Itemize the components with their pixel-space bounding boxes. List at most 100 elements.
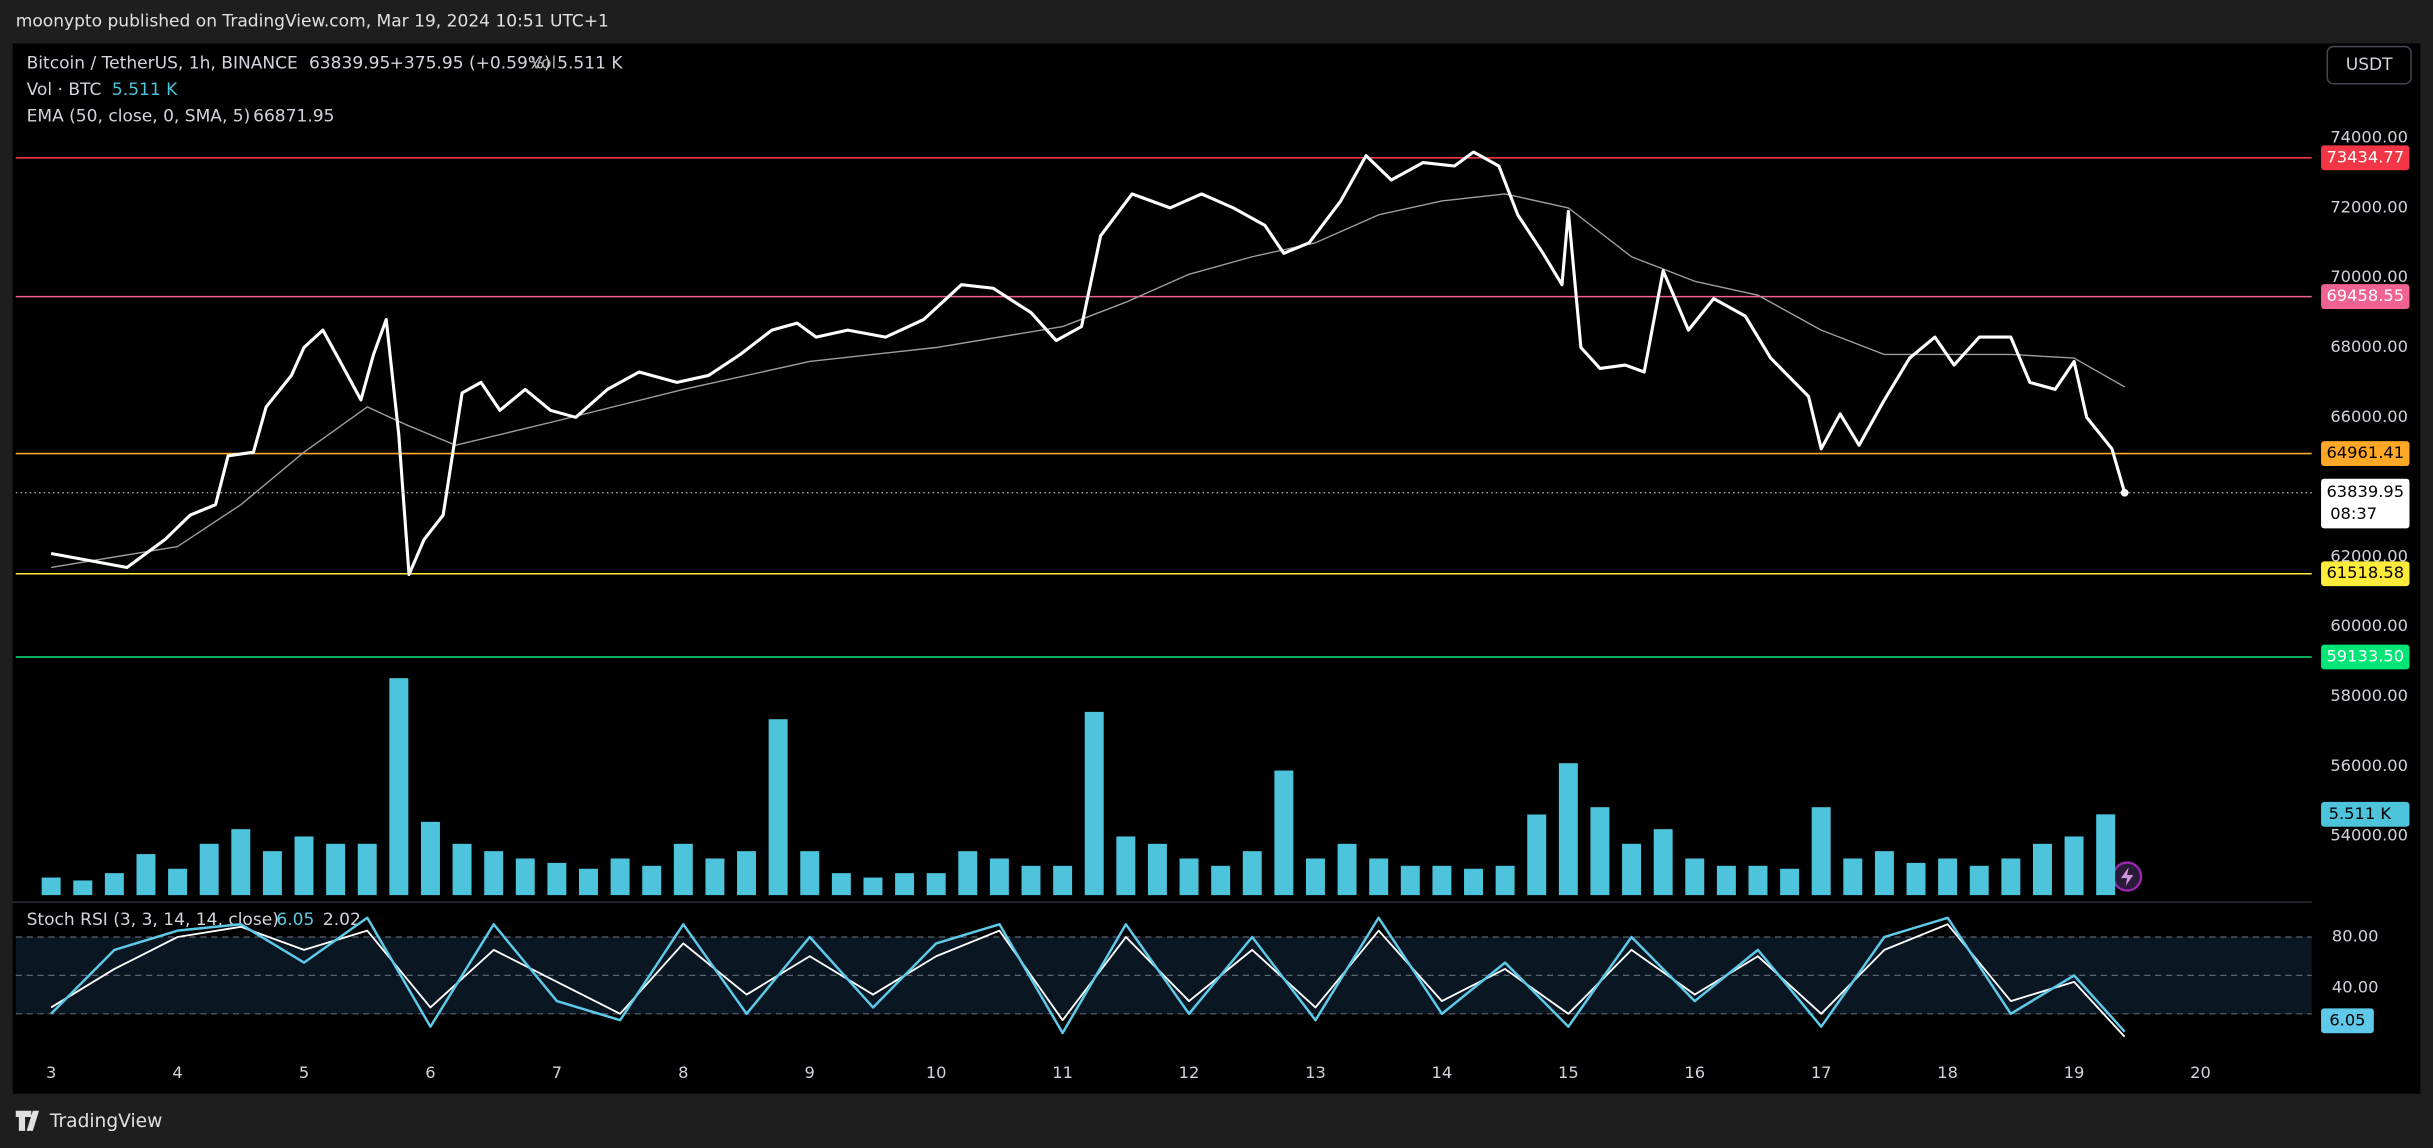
volume-bar [515,858,535,896]
level-label-box [2321,644,2410,670]
volume-bar [1843,858,1863,896]
y-tick-label: 66000.00 [2330,407,2408,426]
y-tick-label: 54000.00 [2330,826,2408,845]
volume-bar [1748,865,1768,896]
volume-bar [1938,858,1958,896]
volume-label-box [2321,801,2410,827]
y-tick-label: 56000.00 [2330,756,2408,775]
volume-bar [800,851,820,896]
y-tick-label: 70000.00 [2330,267,2408,286]
volume-bar [1685,858,1705,896]
volume-label: 5.511 K [2329,804,2393,823]
volume-bar [1242,851,1262,896]
volume-bar [1432,865,1452,896]
x-tick-label: 7 [552,1063,562,1082]
level-label: 69458.55 [2326,286,2404,305]
level-label-box [2321,561,2410,587]
x-tick-label: 13 [1305,1063,1326,1082]
volume-bar [610,858,630,896]
volume-bar [73,880,93,896]
x-tick-label: 14 [1432,1063,1453,1082]
level-label: 61518.58 [2326,563,2404,582]
volume-bar [294,836,314,896]
volume-bar [1369,858,1389,896]
x-tick-label: 4 [172,1063,182,1082]
legend-ema: EMA (50, close, 0, SMA, 5) [27,106,251,126]
brand-logo [15,1110,40,1131]
volume-bar [2096,814,2116,896]
volume-bar [1211,865,1231,896]
level-label: 64961.41 [2326,443,2404,462]
volume-bar [357,843,377,896]
volume-bar [1147,843,1167,896]
stoch-label: 6.05 [2329,1010,2365,1029]
x-tick-label: 15 [1558,1063,1579,1082]
currency[interactable]: USDT [2346,55,2393,75]
volume-bar [168,868,188,896]
volume-bar [547,862,567,896]
legend-change: +375.95 (+0.59%) [390,54,551,74]
volume-bar [1021,865,1041,896]
volume-bar [989,858,1009,896]
volume-bar [231,829,251,896]
volume-bar [452,843,472,896]
volume-bar [389,678,409,896]
volume-bar [1179,858,1199,896]
ema-line [51,193,2126,569]
legend-price: 63839.95 [309,54,390,74]
stoch-tick-label: 80.00 [2332,927,2379,946]
current-price-box [2321,478,2410,529]
volume-bar [831,873,851,896]
x-tick-label: 18 [1937,1063,1958,1082]
volume-bar [41,877,61,896]
volume-bar [484,851,504,896]
volume-bar [1716,865,1736,896]
y-tick-label: 72000.00 [2330,197,2408,216]
level-label: 73434.77 [2326,147,2404,166]
x-tick-label: 8 [678,1063,688,1082]
x-tick-label: 19 [2064,1063,2085,1082]
volume-bar [199,843,219,896]
volume-bar [136,854,156,896]
volume-bar [1590,807,1610,896]
level-label: 59133.50 [2326,646,2404,665]
volume-bar [958,851,978,896]
volume-bar [2064,836,2084,896]
y-tick-label: 60000.00 [2330,616,2408,635]
volume-bar [1274,770,1294,896]
volume-bar [2001,858,2021,896]
brand: TradingView [49,1111,162,1132]
volume-bar [1495,865,1515,896]
volume-bar [1811,807,1831,896]
volume-bar [1969,865,1989,896]
volume-bar [1337,843,1357,896]
header: moonypto published on TradingView.com, M… [16,12,609,32]
pane-separator [12,901,2312,903]
legend-vol: Vol [531,54,557,74]
x-tick-label: 3 [46,1063,56,1082]
x-tick-label: 20 [2190,1063,2211,1082]
volume-bar [642,865,662,896]
level-label-box [2321,145,2410,171]
currency-button[interactable] [2326,45,2412,85]
legend-ema-value: 66871.95 [253,106,334,126]
volume-bar [768,719,788,896]
volume-bar [1305,858,1325,896]
volume-bar [1874,851,1894,896]
legend-stoch-k: 6.05 [276,910,314,930]
volume-bar [926,873,946,896]
x-tick-label: 6 [425,1063,435,1082]
volume-bar [104,873,124,896]
stoch-label-box [2321,1008,2374,1034]
y-tick-label: 62000.00 [2330,546,2408,565]
level-label-box [2321,441,2410,466]
volume-bar [673,843,693,896]
y-tick-label: 74000.00 [2330,128,2408,147]
volume-bar [420,821,440,896]
x-tick-label: 10 [926,1063,947,1082]
x-tick-label: 9 [805,1063,815,1082]
countdown: 08:37 [2330,504,2377,523]
legend-stoch: Stoch RSI (3, 3, 14, 14, close) [27,910,279,930]
chart-area [12,43,2421,1094]
